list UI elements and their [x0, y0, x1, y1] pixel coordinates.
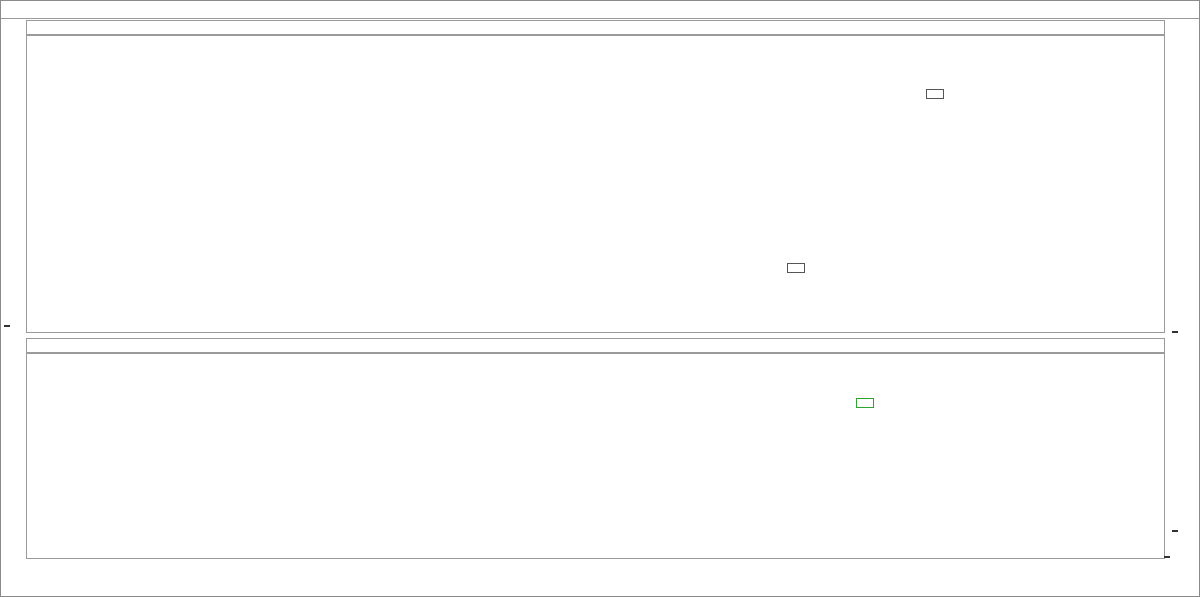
annotation-us-10y[interactable]: [926, 89, 944, 99]
bottom-chart-legend: [26, 338, 1165, 353]
bottom-plot-area[interactable]: [26, 353, 1165, 559]
auto-scale-button-top-right[interactable]: [1172, 331, 1178, 333]
title-bar: [1, 1, 1199, 19]
annotation-eurusd[interactable]: [856, 398, 874, 408]
auto-scale-button-top-left[interactable]: [4, 325, 10, 327]
auto-scale-button-xaxis[interactable]: [1164, 556, 1170, 558]
top-chart-legend: [26, 20, 1165, 35]
annotation-eu-10y[interactable]: [787, 263, 805, 273]
top-plot-area[interactable]: [26, 35, 1165, 333]
auto-scale-button-price[interactable]: [1172, 530, 1178, 532]
